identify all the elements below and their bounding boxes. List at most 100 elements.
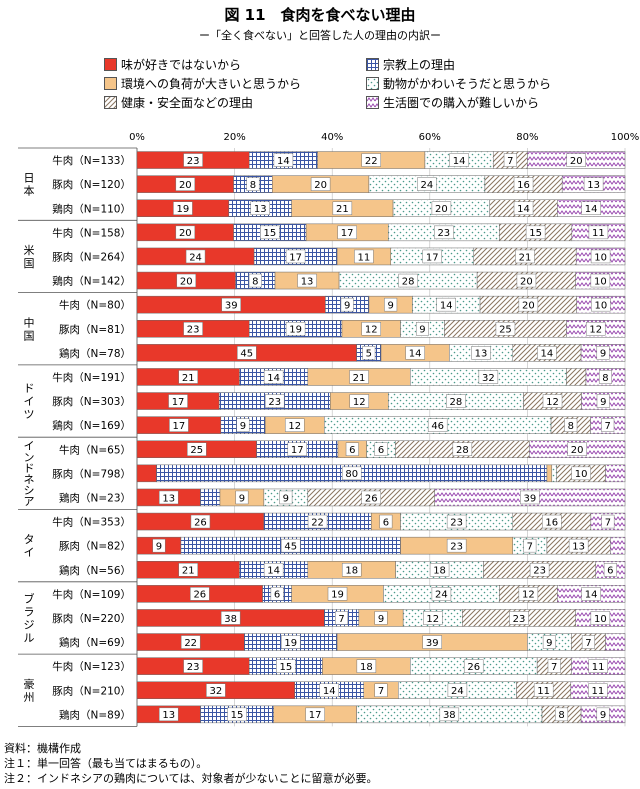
data-label: 16 <box>517 180 530 191</box>
data-label-box <box>354 249 374 264</box>
data-label-box <box>439 707 460 722</box>
chart-title: 図 11 食肉を食べない理由 <box>224 6 416 24</box>
data-label: 9 <box>600 349 606 360</box>
legend-item: 生活圏での購入が難しいから <box>366 94 539 111</box>
data-label: 7 <box>551 662 557 673</box>
data-label: 45 <box>240 349 253 360</box>
data-label: 15 <box>529 228 542 239</box>
data-label: 13 <box>301 276 314 287</box>
legend-label: 環境への負荷が大きいと思うから <box>121 77 302 91</box>
data-label: 18 <box>433 566 446 577</box>
data-label-box <box>542 514 562 529</box>
data-label-box <box>180 635 201 649</box>
data-label: 39 <box>225 300 238 311</box>
chart-notes: 資料：機構作成 注１：単一回答（最も当てはまるもの）。 注２：インドネシアの鶏肉… <box>4 741 377 786</box>
data-label: 14 <box>267 566 280 577</box>
data-label: 28 <box>450 397 463 408</box>
data-label-box <box>168 394 188 408</box>
data-label-box <box>525 225 546 240</box>
data-label-box <box>276 659 296 673</box>
data-label-box <box>158 490 179 505</box>
data-label-box <box>601 418 615 432</box>
data-label: 10 <box>594 300 607 311</box>
data-label-box <box>356 659 377 673</box>
data-label: 9 <box>283 493 289 504</box>
data-label: 9 <box>419 325 425 336</box>
data-label-box <box>463 659 484 673</box>
data-label-box <box>279 490 293 505</box>
data-label: 20 <box>571 445 584 456</box>
note-2: 注２：インドネシアの鶏肉については、対象者が少ないことに留意が必要。 <box>4 772 378 785</box>
data-label: 16 <box>545 517 558 528</box>
data-label: 9 <box>239 493 245 504</box>
data-label-box <box>427 418 448 432</box>
data-label: 18 <box>345 566 358 577</box>
data-label: 26 <box>194 517 207 528</box>
data-label: 19 <box>177 204 190 215</box>
data-label: 24 <box>421 180 434 191</box>
row-label: 豚肉（N=264） <box>52 250 131 263</box>
data-label: 19 <box>289 325 302 336</box>
data-label-box <box>335 611 349 625</box>
data-label: 23 <box>450 541 463 552</box>
data-label: 20 <box>570 156 583 167</box>
row-label: 豚肉（N=210） <box>52 684 131 697</box>
data-label-box <box>585 322 606 336</box>
data-label: 14 <box>453 156 466 167</box>
data-label-box <box>588 225 609 240</box>
data-label: 26 <box>467 662 480 673</box>
row-label: 豚肉（N=120） <box>52 178 131 191</box>
data-label-box <box>542 635 556 649</box>
group-label: 日本 <box>24 172 35 198</box>
data-label-box <box>260 225 280 240</box>
data-label: 14 <box>323 686 336 697</box>
data-label: 45 <box>284 541 297 552</box>
data-label-box <box>434 225 454 240</box>
data-label-box <box>374 683 388 697</box>
data-label: 11 <box>592 228 605 239</box>
data-label-box <box>183 153 203 167</box>
bar-segment <box>605 464 626 483</box>
legend-item: 味が好きではないから <box>104 56 241 73</box>
data-label: 9 <box>600 710 606 721</box>
data-label: 7 <box>585 638 591 649</box>
data-label: 13 <box>572 541 585 552</box>
data-label: 11 <box>358 252 371 263</box>
data-label-box <box>361 490 381 505</box>
data-label-box <box>297 273 317 288</box>
data-label-box <box>429 563 450 577</box>
legend-swatch <box>104 96 117 109</box>
legend-swatch <box>104 58 117 71</box>
data-label-box <box>280 635 301 649</box>
legend-item: 環境への負荷が大きいと思うから <box>104 75 301 92</box>
data-label: 9 <box>240 421 246 432</box>
data-label: 20 <box>522 300 535 311</box>
data-label-box <box>362 346 376 360</box>
data-label: 14 <box>409 349 422 360</box>
data-label-box <box>591 297 611 312</box>
data-label: 25 <box>499 325 512 336</box>
data-label: 17 <box>426 252 439 263</box>
data-label-box <box>571 466 591 481</box>
legend-swatch <box>366 96 379 109</box>
data-label: 13 <box>475 349 488 360</box>
data-label: 12 <box>522 590 535 601</box>
data-label: 12 <box>546 397 559 408</box>
data-label: 7 <box>507 156 513 167</box>
data-label: 6 <box>607 566 613 577</box>
data-label: 32 <box>482 373 495 384</box>
data-label-box <box>341 466 362 481</box>
data-label-box <box>235 490 249 505</box>
data-label: 20 <box>314 180 327 191</box>
data-label: 39 <box>523 493 536 504</box>
legend-item: 動物がかわいそうだと思うから <box>366 75 551 92</box>
bar-segment <box>566 368 587 386</box>
stacked-bar-chart: 0% 20% 40% 60% 80% 100% 日本米国中国ドイツインドネシアタイブラジル豪… <box>18 132 639 727</box>
data-label-box <box>520 490 540 505</box>
data-label-box <box>183 322 203 336</box>
data-label: 17 <box>291 445 304 456</box>
data-label-box <box>236 418 250 432</box>
data-label-box <box>285 322 306 336</box>
data-label-box <box>332 201 353 215</box>
data-label-box <box>175 177 196 191</box>
